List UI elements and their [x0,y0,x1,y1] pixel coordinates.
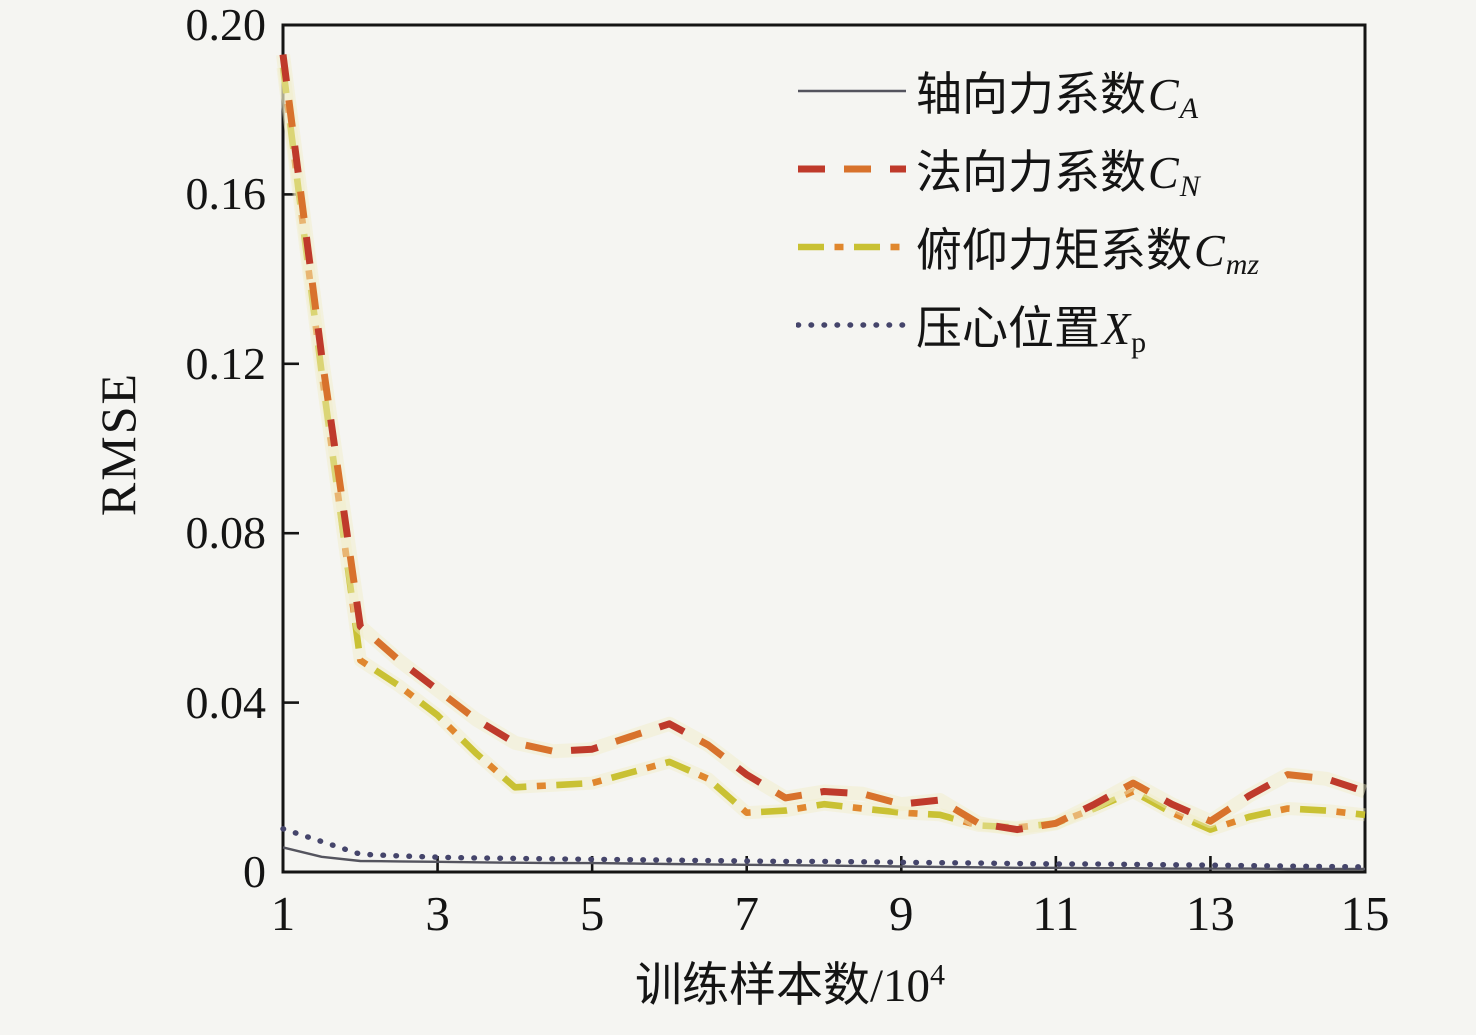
x-axis-title-exponent: 4 [930,958,946,992]
x-axis-title-text: 训练样本数/10 [634,960,931,1012]
x-tick-label: 13 [1185,886,1235,941]
y-tick-label: 0.08 [185,507,267,559]
y-tick-label: 0.16 [185,168,267,220]
cn-line-sample-icon [798,165,906,173]
legend-item-cmz: 俯仰力矩系数Cmz [796,208,1259,286]
axes-box [281,23,1367,874]
y-tick-label: 0.12 [185,337,267,389]
series-line-1 [279,54,1367,834]
legend-label-xp: 压心位置Xp [916,303,1147,360]
x-tick-label: 1 [270,886,296,941]
legend-item-xp: 压心位置Xp [796,286,1259,364]
series-line-0 [282,846,1365,871]
series-line-3 [280,826,1368,870]
x-axis-title: 训练样本数/104 [440,946,1140,1015]
legend-label-ca: 轴向力系数CA [916,69,1199,126]
legend-label-cmz: 俯仰力矩系数Cmz [916,225,1260,282]
y-tick-label: 0.04 [185,676,267,728]
series-line-2 [279,66,1366,833]
y-axis-title: RMSE [90,371,146,517]
x-tick-label: 11 [1032,886,1080,941]
y-tick-label: 0 [243,846,266,897]
legend: 轴向力系数CA 法向力系数CN 俯仰力矩系数Cmz 压心位置Xp [796,52,1259,364]
x-tick-label: 5 [579,886,605,941]
x-tick-label: 15 [1340,886,1390,941]
x-tick-label: 3 [425,886,450,941]
ca-line-sample-icon [798,89,906,93]
cmz-line-sample-icon [798,243,906,251]
legend-item-ca: 轴向力系数CA [796,52,1259,130]
xp-line-sample-icon [796,322,908,328]
x-tick-label: 7 [734,886,759,941]
legend-item-cn: 法向力系数CN [796,130,1259,208]
legend-label-cn: 法向力系数CN [916,147,1200,204]
x-tick-label: 9 [889,886,914,941]
series-line-1 [279,54,1367,834]
y-tick-label: 0.20 [185,0,267,50]
